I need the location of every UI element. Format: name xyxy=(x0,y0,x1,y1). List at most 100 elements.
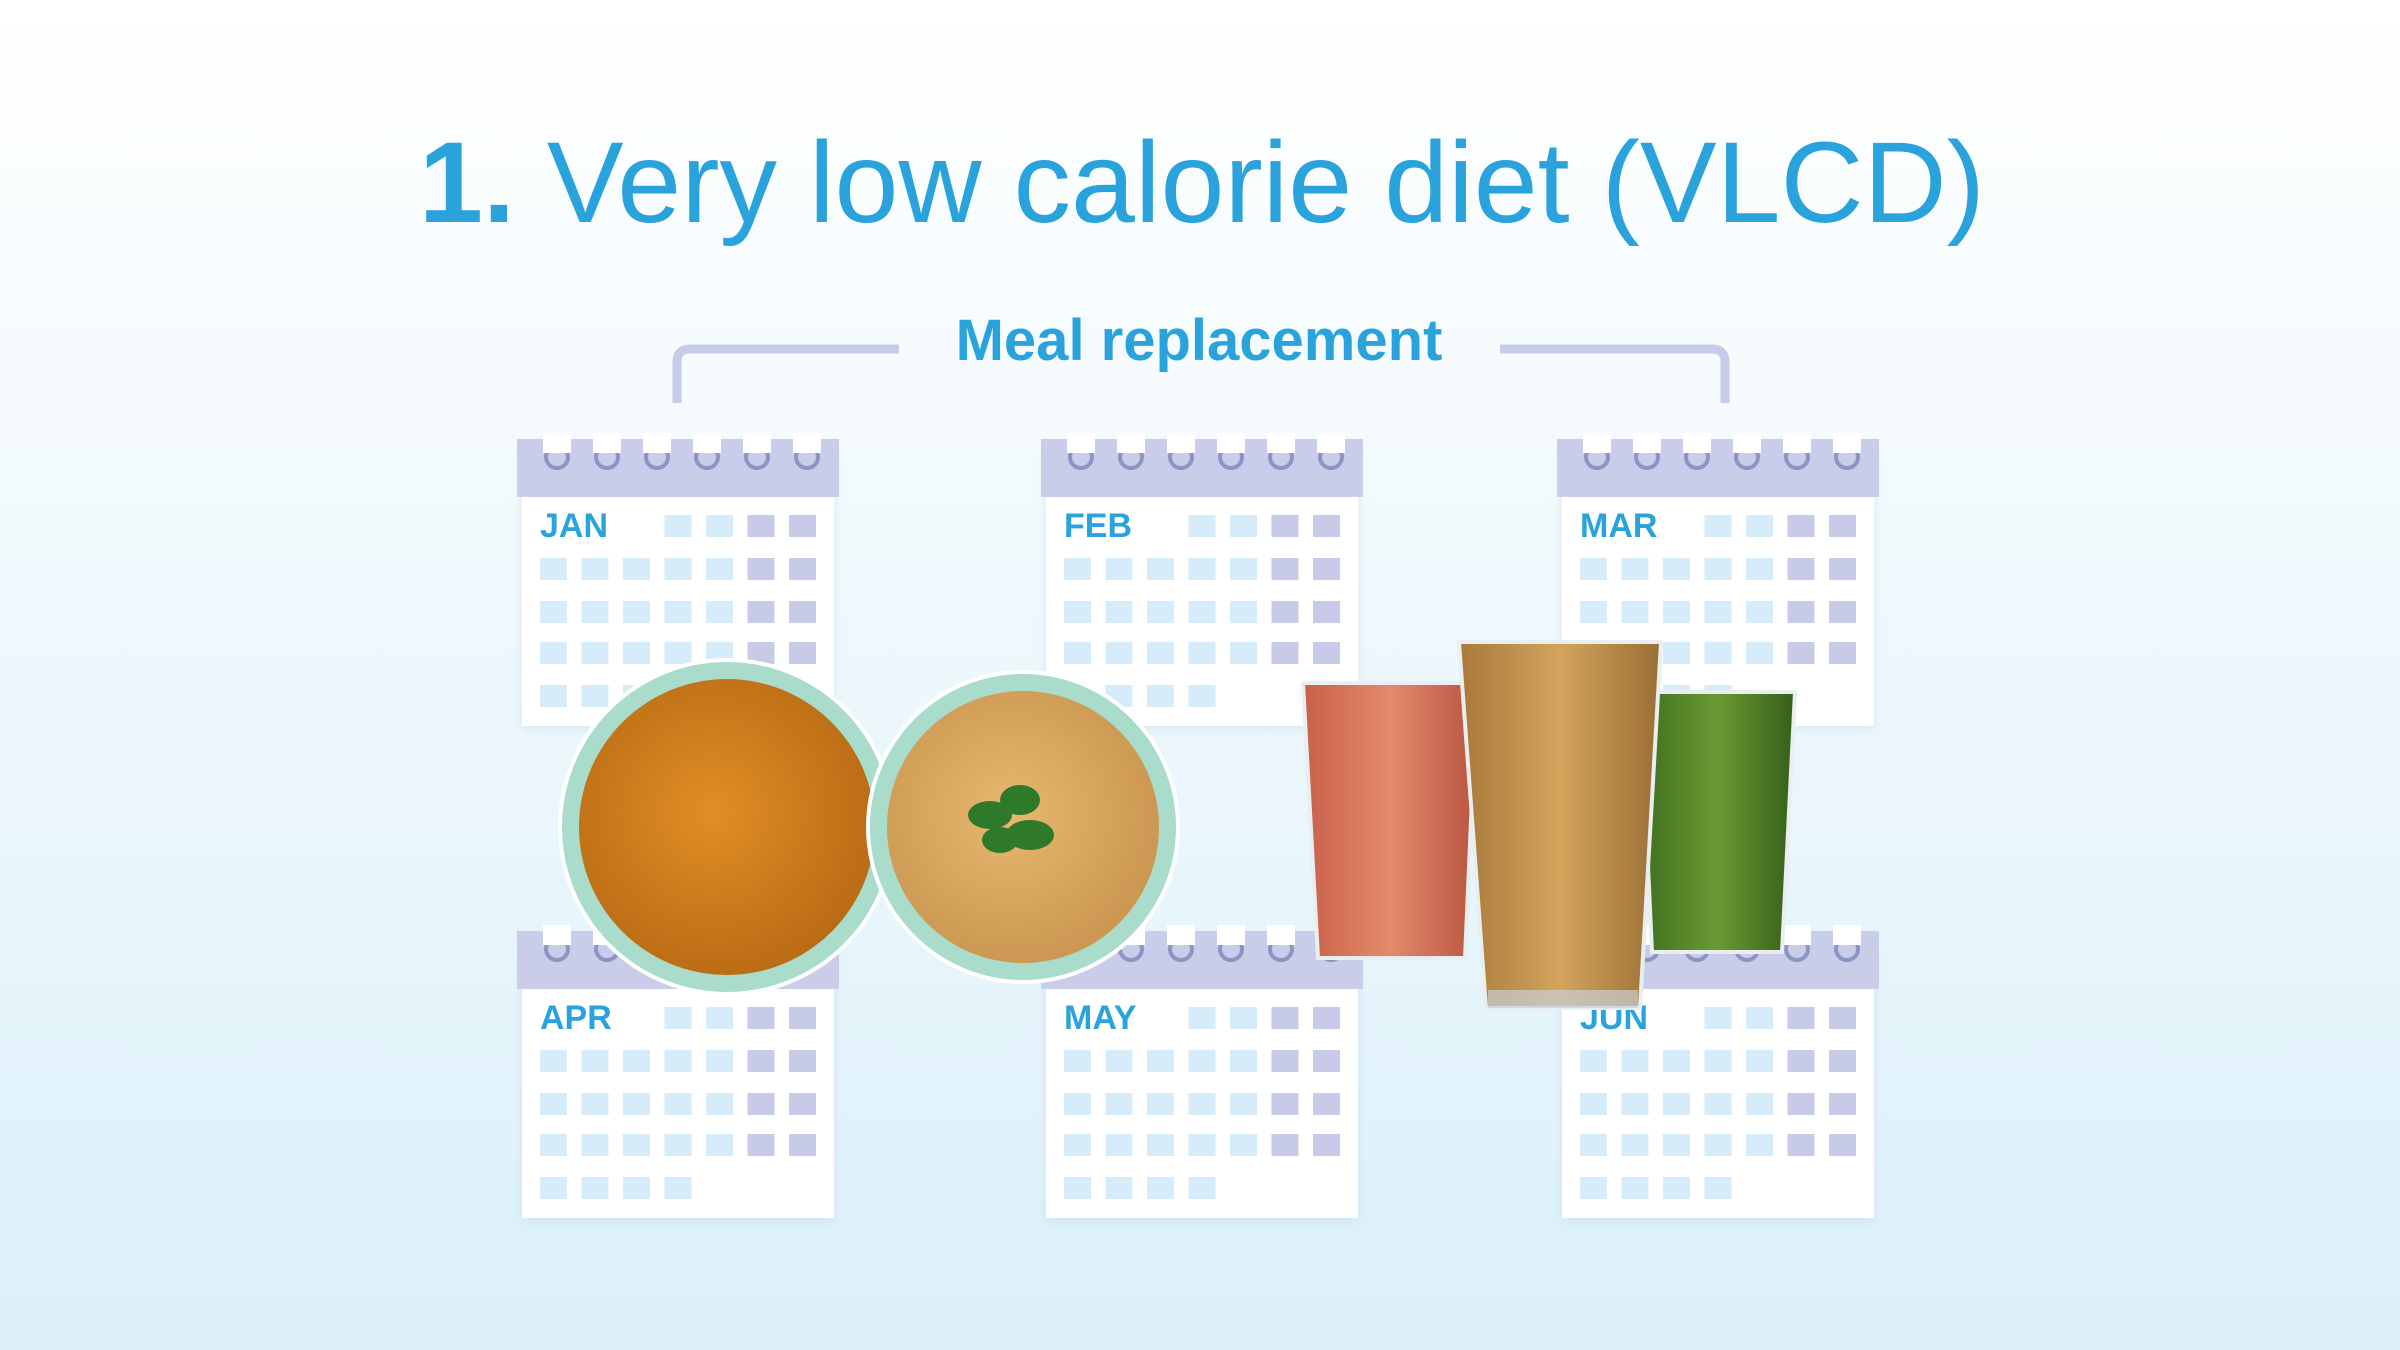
calendar-day xyxy=(1147,1093,1174,1115)
calendar-day xyxy=(1105,558,1133,580)
calendar-day xyxy=(1230,1093,1257,1115)
glass-red xyxy=(1300,681,1480,960)
calendar-ring-cover xyxy=(1067,433,1095,453)
calendar-day xyxy=(1704,601,1732,623)
calendar-day xyxy=(1829,601,1856,623)
calendar-day xyxy=(540,1050,567,1072)
calendar-day xyxy=(1313,515,1340,537)
calendar-day xyxy=(789,1050,816,1072)
calendar-ring-cover xyxy=(1217,433,1245,453)
month-label: APR xyxy=(540,999,612,1037)
calendar-ring-cover xyxy=(1267,433,1295,453)
calendar-day xyxy=(1188,1093,1216,1115)
calendar-day xyxy=(1313,1134,1340,1156)
calendar-day xyxy=(1746,515,1773,537)
calendar: JAN xyxy=(517,433,839,726)
calendar-day xyxy=(664,1007,692,1029)
calendar-ring-cover xyxy=(543,433,571,453)
calendar-ring-cover xyxy=(1783,433,1811,453)
calendar-day xyxy=(1313,642,1340,664)
calendar-day xyxy=(581,1134,609,1156)
glass-green xyxy=(1637,690,1798,954)
calendar-day xyxy=(1746,558,1773,580)
calendar-day xyxy=(1704,1134,1732,1156)
garnish xyxy=(968,785,1054,853)
calendar-day xyxy=(706,1050,733,1072)
calendar-day xyxy=(540,1093,567,1115)
calendar-day xyxy=(623,601,650,623)
calendar-day xyxy=(789,601,816,623)
calendar-day xyxy=(1663,1177,1690,1199)
calendar-day xyxy=(664,1093,692,1115)
calendar-ring-cover xyxy=(1217,925,1245,945)
calendar-day xyxy=(1704,1050,1732,1072)
calendar-day xyxy=(1313,558,1340,580)
calendar-day xyxy=(1663,1093,1690,1115)
calendar-day xyxy=(1746,1134,1773,1156)
calendar-day xyxy=(1704,1177,1732,1199)
calendar-day xyxy=(747,1134,775,1156)
calendar-ring-cover xyxy=(1733,433,1761,453)
calendar-day xyxy=(747,642,775,664)
calendar-day xyxy=(1147,1050,1174,1072)
calendar-day xyxy=(1621,1134,1649,1156)
calendar-day xyxy=(664,558,692,580)
calendar-day xyxy=(540,1134,567,1156)
calendar-day xyxy=(1313,1050,1340,1072)
calendar-day xyxy=(1064,1050,1091,1072)
calendar-day xyxy=(1621,558,1649,580)
calendar-day xyxy=(664,601,692,623)
calendar-day xyxy=(1147,558,1174,580)
calendar-day xyxy=(747,558,775,580)
calendar-page xyxy=(1046,951,1358,1218)
calendar-day xyxy=(1787,642,1815,664)
calendar-day xyxy=(789,1007,816,1029)
calendar-day xyxy=(1188,1177,1216,1199)
calendar-day xyxy=(1663,558,1690,580)
calendar-day xyxy=(1580,558,1607,580)
calendar-day xyxy=(1188,558,1216,580)
calendar-day xyxy=(1064,601,1091,623)
calendar-day xyxy=(623,558,650,580)
calendar-day xyxy=(1787,1093,1815,1115)
calendar-day xyxy=(1147,642,1174,664)
calendar-day xyxy=(1704,1007,1732,1029)
calendar-day xyxy=(1188,1007,1216,1029)
title: 1. Very low calorie diet (VLCD) xyxy=(419,119,1985,247)
calendar-ring-cover xyxy=(1317,433,1345,453)
calendar-day xyxy=(540,642,567,664)
calendar-day xyxy=(1064,558,1091,580)
calendar-day xyxy=(1105,1134,1133,1156)
calendar-day xyxy=(1230,1050,1257,1072)
calendar-day xyxy=(1787,1134,1815,1156)
calendar-day xyxy=(1230,1007,1257,1029)
calendar-day xyxy=(1064,1134,1091,1156)
calendar-day xyxy=(1663,642,1690,664)
soups xyxy=(558,658,1180,996)
calendar-day xyxy=(1105,601,1133,623)
title-number: 1. xyxy=(419,119,515,247)
calendar-day xyxy=(1621,1093,1649,1115)
calendar-day xyxy=(1704,1093,1732,1115)
subtitle: Meal replacement xyxy=(956,308,1443,373)
calendar-day xyxy=(1746,1007,1773,1029)
calendar-ring-cover xyxy=(743,433,771,453)
calendar-day xyxy=(706,1093,733,1115)
calendar-day xyxy=(540,601,567,623)
calendar-day xyxy=(1271,1093,1299,1115)
calendar-day xyxy=(1188,515,1216,537)
calendar-ring-cover xyxy=(1267,925,1295,945)
calendar-day xyxy=(664,1177,692,1199)
calendar-day xyxy=(1746,1050,1773,1072)
month-label: FEB xyxy=(1064,507,1132,545)
calendar-day xyxy=(1829,1007,1856,1029)
calendar-day xyxy=(1271,601,1299,623)
calendar-day xyxy=(1188,1134,1216,1156)
calendar-day xyxy=(1064,1093,1091,1115)
calendar-day xyxy=(1580,601,1607,623)
calendar-day xyxy=(1105,1093,1133,1115)
calendar-ring-cover xyxy=(693,433,721,453)
calendar-day xyxy=(1580,1093,1607,1115)
calendar-day xyxy=(1313,601,1340,623)
